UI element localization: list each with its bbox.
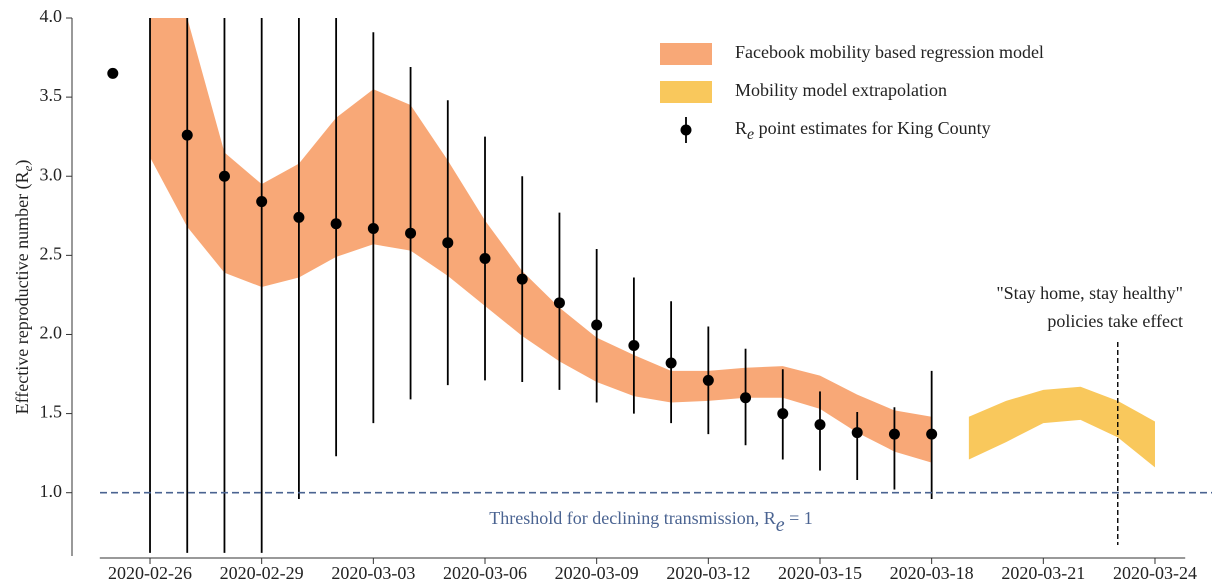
y-tick-label: 4.0 — [40, 6, 63, 26]
plot-area — [107, 18, 1155, 553]
legend-label: Re point estimates for King County — [735, 118, 991, 143]
point — [888, 428, 900, 440]
point — [851, 427, 863, 439]
legend-subscript: e — [747, 126, 754, 143]
point — [665, 357, 677, 369]
legend-swatch — [660, 43, 712, 65]
y-label-subscript: e — [20, 165, 35, 171]
point — [516, 273, 528, 285]
y-tick-label: 2.5 — [40, 243, 63, 263]
y-axis-label: Effective reproductive number (Re) — [12, 160, 35, 415]
point — [256, 196, 268, 208]
band — [150, 18, 932, 463]
point — [591, 319, 603, 331]
point — [330, 218, 342, 230]
point — [740, 392, 752, 404]
legend-marker — [680, 124, 692, 136]
point — [181, 129, 193, 141]
y-tick-label: 1.5 — [40, 402, 63, 422]
x-tick-label: 2020-03-09 — [555, 563, 639, 583]
point — [702, 374, 714, 386]
point — [442, 237, 454, 249]
legend-label: Facebook mobility based regression model — [735, 42, 1044, 62]
y-tick-label: 3.0 — [40, 164, 63, 184]
point — [293, 211, 305, 223]
x-tick-label: 2020-03-12 — [666, 563, 750, 583]
y-tick-label: 1.0 — [40, 481, 63, 501]
point — [218, 170, 230, 182]
legend-swatch — [660, 81, 712, 103]
y-tick-label: 3.5 — [40, 85, 63, 105]
point — [367, 222, 379, 234]
x-tick-label: 2020-03-21 — [1001, 563, 1085, 583]
y-tick-label: 2.0 — [40, 323, 63, 343]
threshold-text: Threshold for declining transmission, R — [489, 508, 775, 528]
legend-text: R — [735, 118, 747, 138]
band — [968, 386, 1155, 468]
x-tick-label: 2020-03-18 — [890, 563, 974, 583]
legend-text: Facebook mobility based regression model — [735, 42, 1044, 62]
point — [107, 67, 119, 79]
point — [553, 297, 565, 309]
threshold-subscript: e — [776, 514, 785, 536]
policy-label: "Stay home, stay healthy" — [996, 283, 1183, 303]
legend-label: Mobility model extrapolation — [735, 80, 947, 100]
x-tick-label: 2020-03-06 — [443, 563, 527, 583]
x-tick-label: 2020-02-29 — [220, 563, 304, 583]
x-tick-label: 2020-03-03 — [331, 563, 415, 583]
y-label-text: Effective reproductive number (R — [12, 171, 33, 414]
x-tick-label: 2020-03-24 — [1113, 563, 1197, 583]
point — [479, 253, 491, 265]
x-tick-label: 2020-02-26 — [108, 563, 192, 583]
point — [814, 419, 826, 431]
threshold-label: Threshold for declining transmission, Re… — [489, 508, 813, 535]
point — [628, 340, 640, 352]
point — [926, 428, 938, 440]
policy-label: policies take effect — [1047, 311, 1183, 331]
point — [405, 227, 417, 239]
y-label-suffix: ) — [12, 160, 33, 166]
legend-suffix: point estimates for King County — [754, 118, 990, 138]
point — [777, 408, 789, 420]
legend-text: Mobility model extrapolation — [735, 80, 947, 100]
threshold-suffix: = 1 — [785, 508, 813, 528]
x-tick-label: 2020-03-15 — [778, 563, 862, 583]
